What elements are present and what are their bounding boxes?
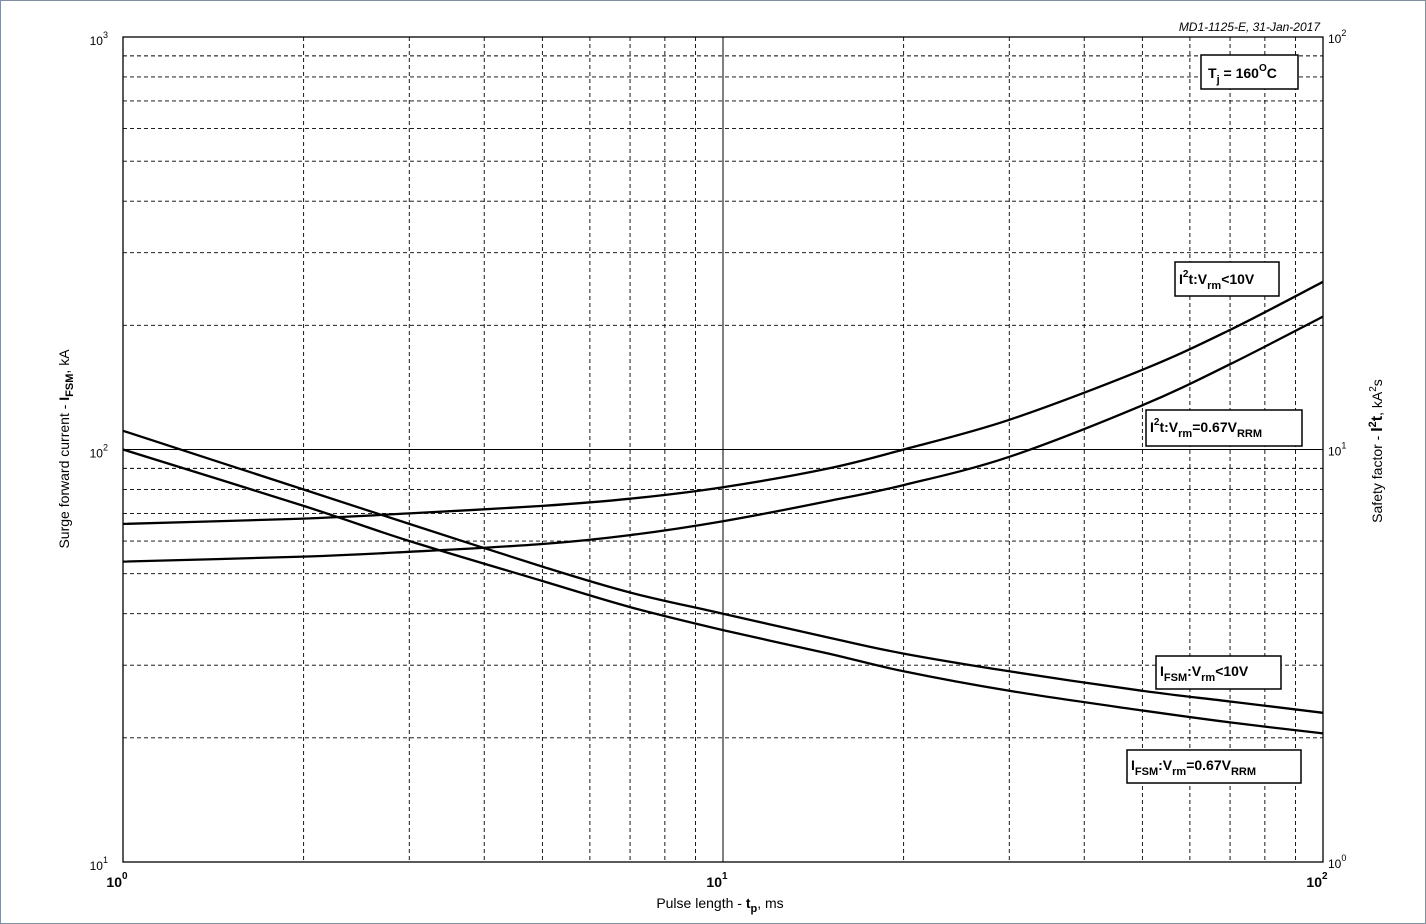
watermark-text: MD1-1125-E, 31-Jan-2017 <box>1179 20 1322 34</box>
x-axis-label: Pulse length - tp, ms <box>656 895 783 915</box>
y-right-tick-exponent: 0 <box>1341 853 1346 863</box>
label-b-sub: rm <box>1178 428 1192 440</box>
y-right-label-unit-post: s <box>1369 379 1385 386</box>
y-left-tick-base: 10 <box>90 447 104 461</box>
label-a-sub: FSM <box>1164 672 1187 684</box>
series-label-box <box>1126 749 1302 784</box>
x-axis-label-unit: , ms <box>757 895 783 911</box>
annotation-main: T <box>1208 65 1217 81</box>
x-tick-exponent: 1 <box>722 871 728 882</box>
y-right-tick-base: 10 <box>1328 445 1342 459</box>
x-tick-exponent: 2 <box>1322 871 1328 882</box>
plot-area-border <box>122 36 1324 863</box>
y-left-label-main: Surge forward current - <box>56 401 72 549</box>
series-label-box <box>1174 261 1280 297</box>
y-left-label-sub: FSM <box>64 374 76 397</box>
y-left-tick-base: 10 <box>90 34 104 48</box>
series-label-box <box>1155 655 1282 690</box>
annotation-text: Tj = 160OC <box>1208 63 1277 86</box>
x-tick-base: 10 <box>1306 874 1322 890</box>
y-right-label-symbol-sup: 2 <box>1367 421 1379 427</box>
label-c: =0.67V <box>1186 757 1231 773</box>
annotation-sup: O <box>1259 63 1267 74</box>
label-b: t:V <box>1159 419 1178 435</box>
x-axis-label-symbol: t <box>746 895 751 911</box>
annotation-tail: C <box>1267 65 1277 81</box>
label-b-sub: rm <box>1207 280 1221 292</box>
series-label-text: IFSM:Vrm<10V <box>1160 663 1249 684</box>
x-tick-label: 101 <box>706 871 728 890</box>
series-label-ifsm-low: IFSM:Vrm<10V <box>1155 655 1282 690</box>
y-right-tick-base: 10 <box>1328 32 1342 46</box>
label-a-sup: 2 <box>1183 269 1189 280</box>
y-right-label-main: Safety factor - <box>1369 432 1385 523</box>
x-axis-label-sub: p <box>750 903 757 915</box>
label-a-sub: FSM <box>1135 766 1158 778</box>
series-label-box <box>1145 409 1303 447</box>
series-line-4 <box>122 448 1324 735</box>
grid-lines <box>123 37 1323 862</box>
y-right-tick-exponent: 1 <box>1341 441 1346 451</box>
y-left-tick-exponent: 2 <box>103 443 108 453</box>
series-label-ifsm-rrm: IFSM:Vrm=0.67VRRM <box>1126 749 1302 784</box>
label-b-sub: rm <box>1172 766 1186 778</box>
x-axis-label-main: Pulse length - <box>656 895 746 911</box>
y-left-tick-label: 101 <box>90 855 108 873</box>
label-b: :V <box>1158 757 1173 773</box>
x-tick-label: 100 <box>106 871 128 890</box>
y-left-tick-label: 103 <box>90 30 108 48</box>
label-b: :V <box>1187 663 1202 679</box>
y-right-tick-label: 100 <box>1328 853 1346 871</box>
label-b: t:V <box>1188 271 1207 287</box>
series-line-2 <box>122 315 1324 563</box>
y-right-tick-base: 10 <box>1328 857 1342 871</box>
y-axis-right-label: Safety factor - I2t, kA2s <box>1367 379 1386 523</box>
label-a: I <box>1160 663 1164 679</box>
series-label-i2t-rrm: I2t:Vrm=0.67VRRM <box>1145 409 1303 447</box>
y-left-tick-exponent: 1 <box>103 855 108 865</box>
series-lines <box>122 280 1324 735</box>
label-a: I <box>1131 757 1135 773</box>
x-tick-base: 10 <box>706 874 722 890</box>
x-tick-exponent: 0 <box>122 871 128 882</box>
label-a-sup: 2 <box>1154 417 1160 428</box>
y-left-tick-label: 102 <box>90 443 108 461</box>
y-right-label-unit-sup: 2 <box>1368 386 1379 392</box>
y-axis-left-label: Surge forward current - IFSM, kA <box>56 349 76 549</box>
annotation-mid: = 160 <box>1220 65 1260 81</box>
label-a: I <box>1179 271 1183 287</box>
label-a: I <box>1150 419 1154 435</box>
series-label-text: I2t:Vrm<10V <box>1179 269 1255 292</box>
annotation-sub: j <box>1216 74 1220 86</box>
label-b-sub: rm <box>1201 672 1215 684</box>
label-c: <10V <box>1215 663 1249 679</box>
y-right-tick-label: 101 <box>1328 441 1346 459</box>
label-c: =0.67V <box>1192 419 1237 435</box>
series-label-text: I2t:Vrm=0.67VRRM <box>1150 417 1262 440</box>
y-left-tick-base: 10 <box>90 859 104 873</box>
y-right-label-symbol-tail: t <box>1369 415 1386 421</box>
junction-temp-annotation: Tj = 160OC <box>1200 54 1299 90</box>
x-tick-base: 10 <box>106 874 122 890</box>
y-right-tick-exponent: 2 <box>1341 28 1346 38</box>
annotation-box <box>1200 54 1299 90</box>
y-right-tick-label: 102 <box>1328 28 1346 46</box>
y-left-tick-exponent: 3 <box>103 30 108 40</box>
series-label-i2t-low: I2t:Vrm<10V <box>1174 261 1280 297</box>
label-c-sub: RRM <box>1237 428 1262 440</box>
label-c: <10V <box>1221 271 1255 287</box>
y-right-label-symbol: I <box>1369 427 1386 431</box>
y-right-label-unit-pre: , kA <box>1369 391 1385 416</box>
series-line-1 <box>122 280 1324 526</box>
y-left-label-symbol: I <box>56 397 72 401</box>
y-left-label-unit: , kA <box>56 349 72 374</box>
series-line-3 <box>122 429 1324 714</box>
label-c-sub: RRM <box>1231 766 1256 778</box>
series-label-text: IFSM:Vrm=0.67VRRM <box>1131 757 1256 778</box>
x-tick-label: 102 <box>1306 871 1328 890</box>
